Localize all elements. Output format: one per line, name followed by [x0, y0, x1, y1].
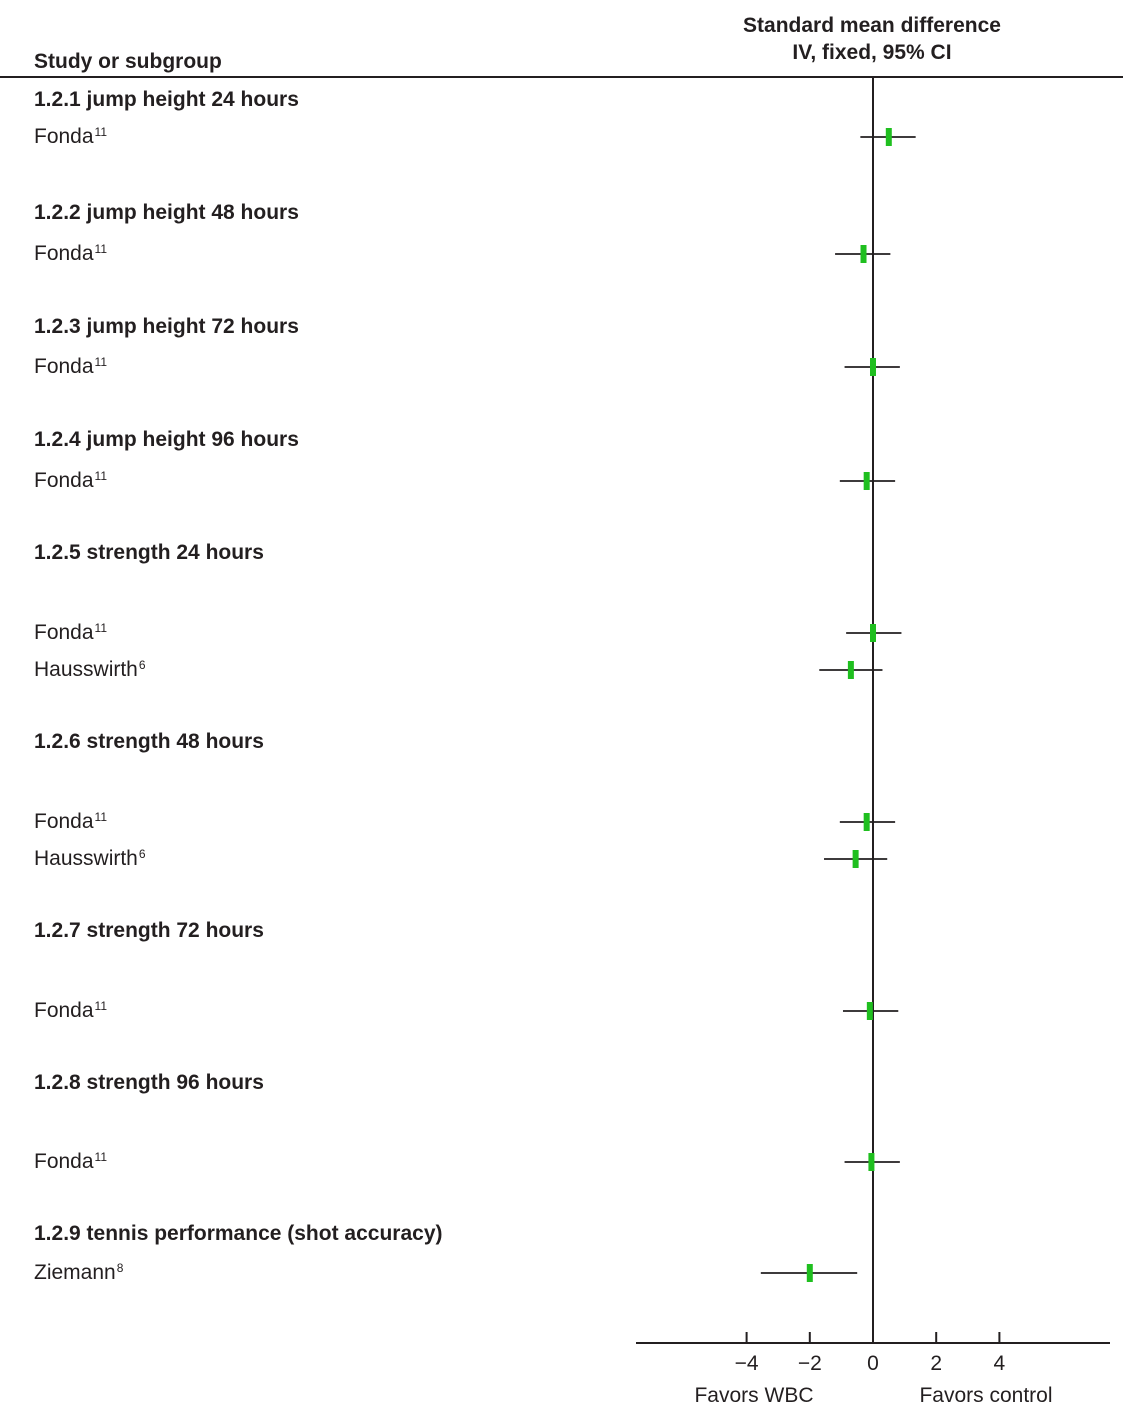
x-tick-label: −2	[798, 1352, 822, 1375]
study-name: Hausswirth	[34, 847, 138, 870]
study-reference: 8	[116, 1261, 124, 1275]
x-label-right: Favors control	[919, 1384, 1052, 1407]
column-header-smd: Standard mean difference IV, fixed, 95% …	[690, 12, 1054, 66]
study-name: Fonda	[34, 469, 94, 492]
effect-marker	[870, 624, 876, 642]
effect-marker	[852, 850, 859, 868]
effect-marker	[863, 472, 870, 490]
column-header-smd-line1: Standard mean difference	[743, 14, 1001, 37]
x-tick-label: 2	[930, 1352, 942, 1375]
effect-marker	[870, 358, 876, 376]
subgroup-title: 1.2.5 strength 24 hours	[34, 541, 264, 564]
subgroup-title: 1.2.4 jump height 96 hours	[34, 428, 299, 451]
subgroup-title: 1.2.2 jump height 48 hours	[34, 201, 299, 224]
x-tick-label: −4	[735, 1352, 759, 1375]
study-reference: 11	[94, 469, 108, 483]
study-name: Fonda	[34, 810, 94, 833]
x-label-left: Favors WBC	[694, 1384, 813, 1407]
study-name: Fonda	[34, 242, 94, 265]
study-label: Fonda11	[34, 242, 107, 266]
study-reference: 11	[94, 999, 108, 1013]
subgroup-title: 1.2.1 jump height 24 hours	[34, 88, 299, 111]
study-reference: 11	[94, 621, 108, 635]
study-reference: 11	[94, 810, 108, 824]
study-name: Fonda	[34, 1150, 94, 1173]
subgroup-title: 1.2.3 jump height 72 hours	[34, 315, 299, 338]
column-header-study: Study or subgroup	[34, 50, 222, 73]
study-name: Hausswirth	[34, 658, 138, 681]
subgroup-title: 1.2.6 strength 48 hours	[34, 730, 264, 753]
study-name: Fonda	[34, 125, 94, 148]
study-label: Hausswirth6	[34, 847, 146, 871]
subgroup-title: 1.2.7 strength 72 hours	[34, 919, 264, 942]
study-name: Fonda	[34, 621, 94, 644]
study-label: Fonda11	[34, 810, 107, 834]
study-label: Fonda11	[34, 125, 107, 149]
effect-marker	[806, 1264, 813, 1282]
study-label: Hausswirth6	[34, 658, 146, 682]
effect-marker	[885, 128, 892, 146]
header-rule	[0, 76, 1123, 78]
effect-marker	[847, 661, 854, 679]
study-label: Fonda11	[34, 1150, 107, 1174]
effect-marker	[863, 813, 870, 831]
study-reference: 11	[94, 355, 108, 369]
study-reference: 11	[94, 1150, 108, 1164]
study-label: Fonda11	[34, 999, 107, 1023]
effect-marker	[866, 1002, 873, 1020]
column-header-smd-line2: IV, fixed, 95% CI	[792, 41, 952, 64]
subgroup-title: 1.2.8 strength 96 hours	[34, 1071, 264, 1094]
study-name: Fonda	[34, 999, 94, 1022]
effect-marker	[868, 1153, 875, 1171]
study-reference: 11	[94, 242, 108, 256]
x-tick-label: 0	[867, 1352, 879, 1375]
study-name: Fonda	[34, 355, 94, 378]
study-name: Ziemann	[34, 1261, 116, 1284]
study-label: Fonda11	[34, 469, 107, 493]
study-label: Ziemann8	[34, 1261, 123, 1285]
study-label: Fonda11	[34, 355, 107, 379]
x-tick-label: 4	[994, 1352, 1006, 1375]
subgroup-title: 1.2.9 tennis performance (shot accuracy)	[34, 1222, 443, 1245]
study-reference: 6	[138, 658, 146, 672]
study-reference: 6	[138, 847, 146, 861]
study-label: Fonda11	[34, 621, 107, 645]
effect-marker	[860, 245, 867, 263]
study-reference: 11	[94, 125, 108, 139]
